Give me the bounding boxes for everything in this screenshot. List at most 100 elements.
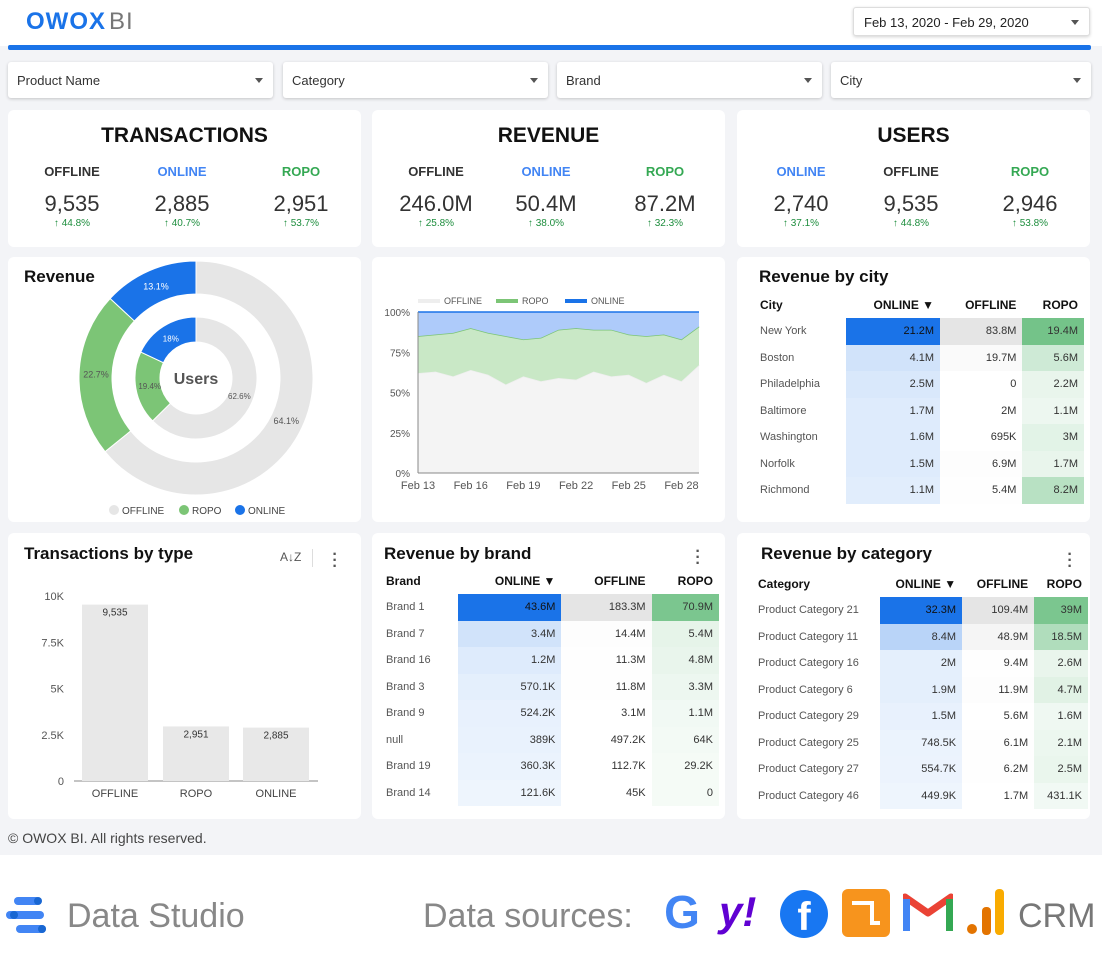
table-row[interactable]: Product Category 21 32.3M 109.4M 39M xyxy=(758,597,1088,624)
table-row[interactable]: null 389K 497.2K 64K xyxy=(386,726,719,753)
column-header[interactable]: OFFLINE xyxy=(976,577,1029,591)
kpi-metric: ROPO 87.2M ↑ 32.3% xyxy=(615,164,715,229)
kpi-label: OFFLINE xyxy=(883,164,939,179)
date-range-label: Feb 13, 2020 - Feb 29, 2020 xyxy=(864,15,1029,30)
column-header[interactable]: OFFLINE xyxy=(594,574,646,588)
table-cell: 4.7M xyxy=(1034,676,1088,703)
column-header[interactable]: ONLINE ▼ xyxy=(873,298,935,312)
table-row[interactable]: Richmond 1.1M 5.4M 8.2M xyxy=(760,477,1084,504)
table-cell: Norfolk xyxy=(760,457,795,470)
table-row[interactable]: Baltimore 1.7M 2M 1.1M xyxy=(760,397,1084,424)
table-row[interactable]: Brand 1 43.6M 183.3M 70.9M xyxy=(386,594,719,621)
table-cell: Brand 14 xyxy=(386,786,431,799)
column-header[interactable]: ROPO xyxy=(677,574,713,588)
area-series-online xyxy=(418,312,699,340)
column-header[interactable]: ROPO xyxy=(1046,577,1082,591)
table-row[interactable]: Philadelphia 2.5M 0 2.2M xyxy=(760,371,1084,398)
more-options-icon[interactable]: · · · xyxy=(1067,546,1073,575)
kpi-metric: OFFLINE 9,535 ↑ 44.8% xyxy=(861,164,961,229)
table-row[interactable]: Brand 14 121.6K 45K 0 xyxy=(386,779,719,806)
divider xyxy=(312,549,313,567)
table-row[interactable]: Boston 4.1M 19.7M 5.6M xyxy=(760,344,1084,371)
table-cell: 14.4M xyxy=(614,627,646,640)
table-cell: 83.8M xyxy=(940,318,1023,345)
filter-product-name[interactable]: Product Name xyxy=(8,62,273,98)
y-tick-label: 10K xyxy=(44,591,64,603)
table-cell: 748.5K xyxy=(879,729,963,756)
table-cell: 29.2K xyxy=(651,753,719,780)
revenue-donut-card: Revenue 64.1% 22.7% 13.1% 62.6% 19.4% 18% User… xyxy=(8,257,361,522)
revenue-donut-chart: 64.1% 22.7% 13.1% 62.6% 19.4% 18% Users OFFLINE… xyxy=(78,260,314,517)
table-cell: 1.7M xyxy=(1022,450,1084,477)
card-title: Revenue by brand xyxy=(384,544,532,563)
kpi-change-value: 37.1% xyxy=(790,218,820,229)
table-cell: Brand 16 xyxy=(386,654,431,667)
bar xyxy=(82,604,148,781)
y-tick-label: 0% xyxy=(396,469,411,480)
table-cell: Product Category 11 xyxy=(758,630,859,643)
area-series-ropo xyxy=(418,326,699,385)
slice-label: 19.4% xyxy=(138,382,161,391)
column-header[interactable]: OFFLINE xyxy=(965,298,1017,312)
date-range-selector[interactable]: Feb 13, 2020 - Feb 29, 2020 xyxy=(853,7,1090,36)
legend-swatch xyxy=(565,299,587,303)
column-header[interactable]: ROPO xyxy=(1042,298,1078,312)
filter-city[interactable]: City xyxy=(831,62,1091,98)
table-cell: 11.8M xyxy=(615,680,646,693)
kpi-change-value: 25.8% xyxy=(425,218,455,229)
table-row[interactable]: Product Category 25 748.5K 6.1M 2.1M xyxy=(758,729,1088,756)
table-row[interactable]: Product Category 11 8.4M 48.9M 18.5M xyxy=(758,623,1088,650)
kpi-change: ↑ 53.7% xyxy=(251,218,351,229)
more-options-icon[interactable]: · · · xyxy=(695,543,701,572)
table-row[interactable]: Brand 3 570.1K 11.8M 3.3M xyxy=(386,673,719,700)
slice-label: 18% xyxy=(163,334,179,343)
y-tick-label: 2.5K xyxy=(41,730,64,742)
filter-category[interactable]: Category xyxy=(283,62,548,98)
caret-down-icon xyxy=(1073,78,1081,83)
table-cell: 19.7M xyxy=(940,344,1023,371)
table-row[interactable]: Product Category 16 2M 9.4M 2.6M xyxy=(758,650,1088,677)
crm-label: CRM xyxy=(1018,897,1096,935)
kpi-card-users: USERS ONLINE 2,740 ↑ 37.1% OFFLINE 9,535 ↑ 44.… xyxy=(737,110,1090,247)
table-row[interactable]: Brand 9 524.2K 3.1M 1.1M xyxy=(386,700,719,727)
table-cell: Product Category 21 xyxy=(758,604,859,617)
table-row[interactable]: Brand 19 360.3K 112.7K 29.2K xyxy=(386,753,719,780)
column-header[interactable]: ONLINE ▼ xyxy=(895,577,957,591)
table-cell: 2.1M xyxy=(1034,729,1088,756)
revenue-by-city-card: Revenue by city City ONLINE ▼ OFFLINE ROPO N… xyxy=(737,257,1090,522)
filter-brand[interactable]: Brand xyxy=(557,62,822,98)
table-row[interactable]: Brand 7 3.4M 14.4M 5.4M xyxy=(386,620,719,647)
kpi-metric: OFFLINE 246.0M ↑ 25.8% xyxy=(386,164,486,229)
more-options-icon[interactable]: · · · xyxy=(332,546,338,575)
sort-az-icon[interactable]: A↓Z xyxy=(280,550,302,564)
kpi-change-value: 53.7% xyxy=(290,218,320,229)
x-tick-label: Feb 22 xyxy=(559,480,593,492)
kpi-metric: OFFLINE 9,535 ↑ 44.8% xyxy=(22,164,122,229)
table-row[interactable]: Product Category 29 1.5M 5.6M 1.6M xyxy=(758,703,1088,730)
column-header[interactable]: ONLINE ▼ xyxy=(494,574,556,588)
facebook-logo-icon: f xyxy=(780,890,828,939)
kpi-value: 2,885 xyxy=(154,191,210,216)
table-cell: 6.9M xyxy=(991,457,1017,470)
table-row[interactable]: Product Category 46 449.9K 1.7M 431.1K xyxy=(758,782,1088,809)
table-row[interactable]: Product Category 27 554.7K 6.2M 2.5M xyxy=(758,756,1088,783)
table-row[interactable]: Product Category 6 1.9M 11.9M 4.7M xyxy=(758,676,1088,703)
table-cell: Philadelphia xyxy=(760,378,820,391)
kpi-card-revenue: REVENUE OFFLINE 246.0M ↑ 25.8% ONLINE 50.4M ↑ … xyxy=(372,110,725,247)
x-tick-label: Feb 13 xyxy=(401,480,435,492)
yahoo-logo-icon: y! xyxy=(719,888,757,935)
table-row[interactable]: Brand 16 1.2M 11.3M 4.8M xyxy=(386,647,719,674)
table-row[interactable]: Norfolk 1.5M 6.9M 1.7M xyxy=(760,450,1084,477)
card-title: Revenue by category xyxy=(761,544,933,563)
table-header-row: Brand ONLINE ▼ OFFLINE ROPO xyxy=(386,568,719,594)
table-row[interactable]: New York 21.2M 83.8M 19.4M xyxy=(760,318,1084,345)
table-row[interactable]: Washington 1.6M 695K 3M xyxy=(760,424,1084,451)
kpi-title: TRANSACTIONS xyxy=(101,124,268,147)
table-cell: 2M xyxy=(879,650,963,677)
slice-label: 22.7% xyxy=(83,370,109,380)
table-cell: 121.6K xyxy=(458,779,562,806)
legend-label: ONLINE xyxy=(248,506,286,517)
caret-down-icon xyxy=(1071,20,1079,25)
card-title: Transactions by type xyxy=(24,544,194,563)
table-cell: 9.4M xyxy=(1003,657,1029,670)
